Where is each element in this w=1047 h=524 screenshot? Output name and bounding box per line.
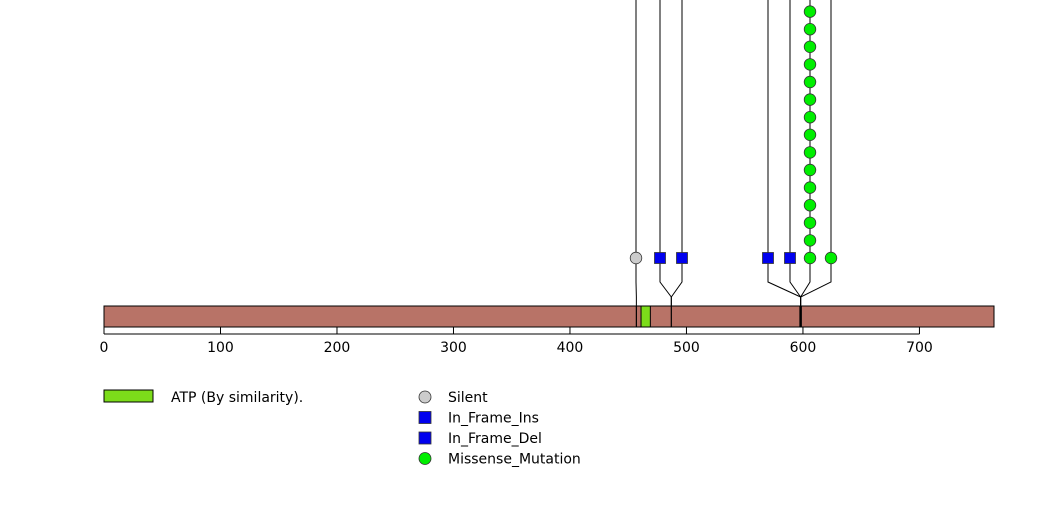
marker-missense_mutation xyxy=(803,75,817,89)
tick-label: 600 xyxy=(790,340,817,356)
marker-in_frame_del xyxy=(784,252,796,264)
mutation-markers xyxy=(629,5,838,265)
marker-missense_mutation xyxy=(824,251,838,265)
marker-in_frame_del xyxy=(676,252,688,264)
marker-missense_mutation xyxy=(803,146,817,159)
legend-symbol-missense_mutation xyxy=(418,452,432,465)
stem-missense_mutation-598 xyxy=(800,258,811,306)
marker-missense_mutation xyxy=(803,40,817,54)
stem-in_frame_del-487 xyxy=(670,258,683,306)
legend-swatch-domain xyxy=(103,389,154,403)
marker-missense_mutation xyxy=(803,23,817,36)
tick-label: 200 xyxy=(324,340,351,356)
legend-symbol-in_frame_del xyxy=(418,431,432,445)
marker-missense_mutation xyxy=(803,234,817,247)
legend-symbol-in_frame_ins xyxy=(418,411,432,424)
legend: ATP (By similarity). Silent In_Frame_Ins In… xyxy=(103,389,581,468)
marker-missense_mutation xyxy=(803,5,817,18)
tick-label: 0 xyxy=(100,340,109,356)
marker-missense_mutation xyxy=(803,128,817,142)
tick-label: 500 xyxy=(673,340,700,356)
tick-label: 700 xyxy=(906,340,933,356)
legend-label-in_frame_ins: In_Frame_Ins xyxy=(448,411,539,427)
protein-track xyxy=(103,305,995,328)
legend-label-missense_mutation: Missense_Mutation xyxy=(448,452,581,468)
marker-missense_mutation xyxy=(803,216,817,230)
marker-missense_mutation xyxy=(803,198,817,212)
tick-label: 400 xyxy=(557,340,584,356)
stem-missense_mutation-598 xyxy=(800,258,832,306)
marker-silent xyxy=(629,251,643,265)
protein-bar xyxy=(103,305,995,328)
marker-in_frame_ins xyxy=(762,252,774,264)
marker-missense_mutation xyxy=(803,93,817,106)
mutation-stems xyxy=(635,0,832,306)
marker-in_frame_ins xyxy=(654,252,666,264)
stem-in_frame_del-598 xyxy=(789,258,802,306)
marker-missense_mutation xyxy=(803,163,817,177)
stem-in_frame_ins-598 xyxy=(767,258,802,306)
marker-missense_mutation xyxy=(803,181,817,194)
legend-label-silent: Silent xyxy=(448,390,488,406)
legend-symbol-silent xyxy=(418,390,432,404)
x-axis: 0 100 200 300 400 500 600 700 xyxy=(100,327,933,356)
marker-missense_mutation xyxy=(803,251,817,265)
tick-label: 100 xyxy=(207,340,234,356)
marker-missense_mutation xyxy=(803,110,817,124)
legend-label-in_frame_del: In_Frame_Del xyxy=(448,431,542,447)
marker-missense_mutation xyxy=(803,58,817,71)
legend-label-domain: ATP (By similarity). xyxy=(171,390,303,406)
stem-in_frame_ins-487 xyxy=(659,258,672,306)
tick-label: 300 xyxy=(440,340,467,356)
domain-atp xyxy=(640,305,651,328)
